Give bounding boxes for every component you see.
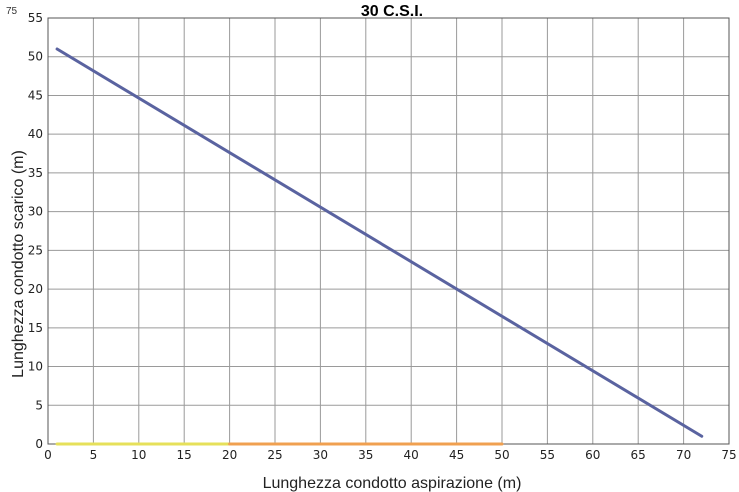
y-tick-label: 55 [28,11,43,25]
chart-title: 30 C.S.I. [361,3,423,20]
x-tick-label: 50 [494,448,509,462]
x-tick-label: 75 [721,448,736,462]
y-tick-label: 45 [28,88,43,102]
y-tick-label: 40 [28,127,43,141]
corner-label: 75 [6,6,18,17]
x-axis-label: Lunghezza condotto aspirazione (m) [263,475,522,492]
x-tick-label: 35 [358,448,373,462]
y-tick-label: 5 [35,398,43,412]
x-tick-label: 25 [267,448,282,462]
y-tick-label: 15 [28,321,43,335]
y-axis-label: Lunghezza condotto scarico (m) [10,150,27,378]
x-tick-label: 60 [585,448,600,462]
grid [47,17,730,445]
y-tick-label: 30 [28,205,43,219]
series-line-1 [55,47,704,438]
y-tick-label: 25 [28,243,43,257]
y-tick-label: 50 [28,50,43,64]
series-layer [55,47,704,446]
y-tick-label: 20 [28,282,43,296]
y-tick-label: 10 [28,360,43,374]
x-tick-label: 20 [222,448,237,462]
plot-frame [47,17,730,445]
y-tick-label: 0 [35,437,43,451]
x-tick-label: 55 [540,448,555,462]
x-tick-label: 65 [631,448,646,462]
x-tick-label: 10 [131,448,146,462]
x-tick-label: 30 [313,448,328,462]
x-tick-label: 5 [90,448,98,462]
x-axis-ticks: 0 5 10 15 20 25 30 35 40 45 50 55 60 65 70 75 [44,448,736,462]
y-tick-label: 35 [28,166,43,180]
x-tick-label: 45 [449,448,464,462]
x-tick-label: 15 [177,448,192,462]
x-tick-label: 0 [44,448,52,462]
y-axis-ticks: 0 5 10 15 20 25 30 35 40 45 50 55 [28,11,43,451]
x-tick-label: 40 [404,448,419,462]
x-tick-label: 70 [676,448,691,462]
